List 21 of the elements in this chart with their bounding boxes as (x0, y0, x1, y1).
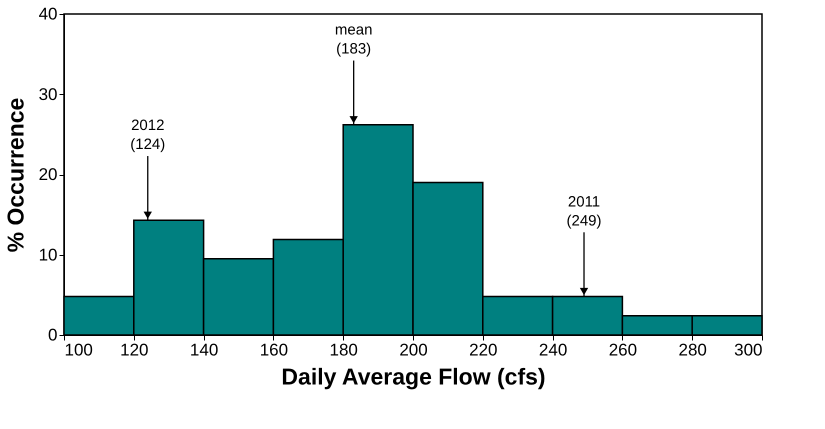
y-axis-title: % Occurrence (2, 98, 29, 252)
y-tick-label: 40 (38, 4, 58, 24)
y-tick-label: 30 (38, 84, 58, 104)
annotation: mean (183) (334, 22, 372, 58)
x-tick-label: 180 (330, 340, 358, 360)
y-tick-label: 0 (48, 326, 58, 344)
x-tick-label: 100 (64, 340, 93, 360)
y-tick-label: 20 (38, 165, 58, 184)
x-tick-label: 200 (399, 340, 428, 360)
x-tick-label: 300 (734, 340, 762, 360)
x-tick-label: 220 (469, 340, 498, 360)
x-tick-label: 280 (678, 340, 707, 360)
y-tick-label: 10 (38, 245, 58, 264)
x-tick-label: 260 (608, 340, 638, 360)
x-tick-label: 140 (190, 340, 218, 360)
x-tick-label: 160 (260, 340, 288, 360)
x-tick-label: 120 (120, 340, 148, 360)
x-tick-label: 240 (538, 340, 568, 360)
annotation: 2011 (249) (566, 193, 602, 230)
annotation: 2012 (124) (130, 117, 166, 154)
x-axis-title: Daily Average Flow (cfs) (281, 364, 546, 390)
